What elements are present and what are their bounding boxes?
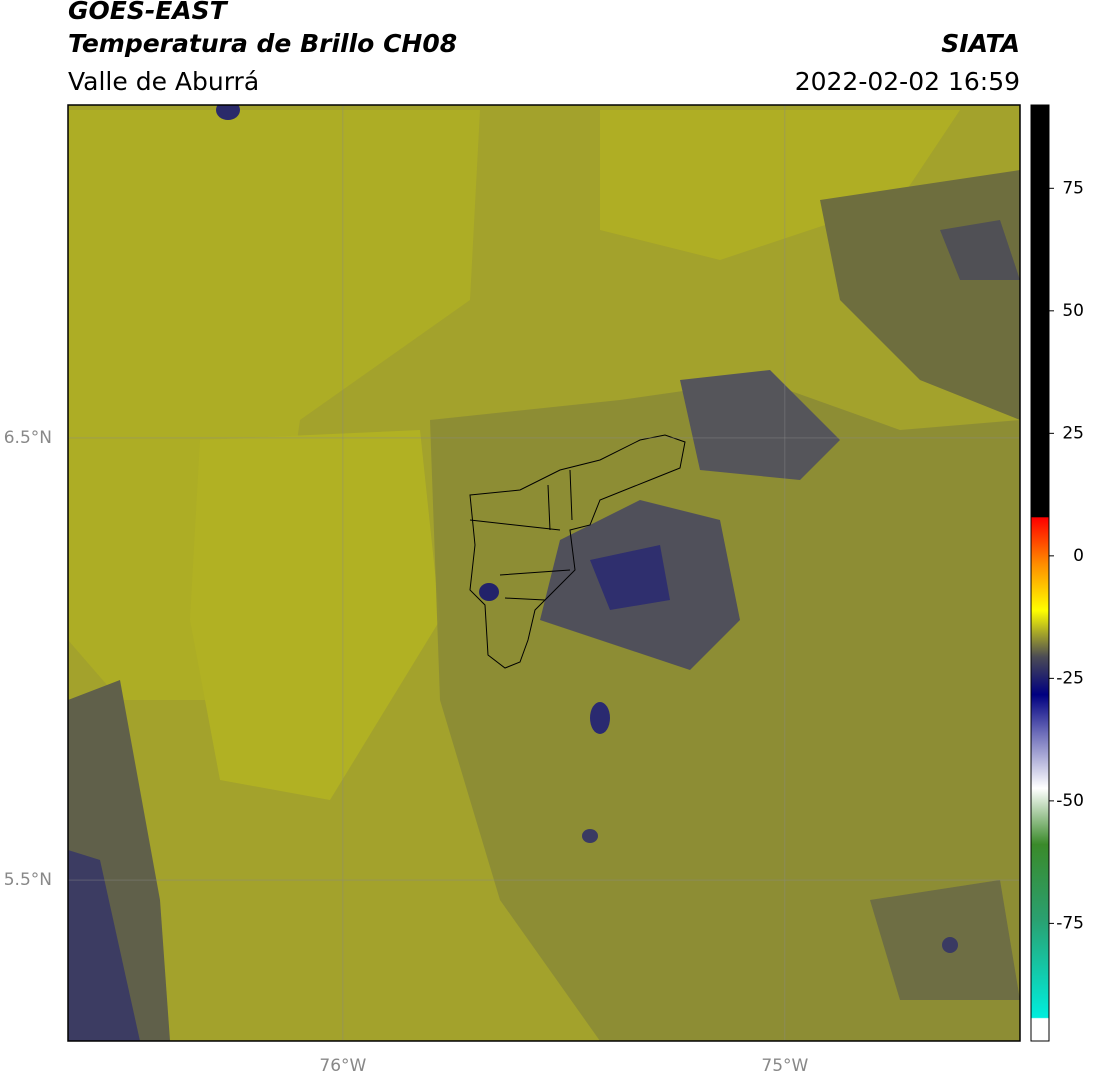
map-frame xyxy=(67,104,1021,1042)
title: GOES-EAST xyxy=(68,0,229,25)
graticule xyxy=(68,105,1020,1041)
municipal-boundaries xyxy=(469,434,686,669)
colorbar xyxy=(1030,104,1050,1042)
satellite-image xyxy=(68,105,1020,1041)
source: SIATA xyxy=(941,29,1020,58)
colorbar-tick-label: 50 xyxy=(1062,301,1084,321)
colorbar-tick-label: -75 xyxy=(1056,913,1084,933)
region: Valle de Aburrá xyxy=(68,67,259,96)
lat-label: 5.5°N xyxy=(4,870,52,890)
colorbar-tick-label: 0 xyxy=(1073,546,1084,566)
colorbar-tick-label: 25 xyxy=(1062,423,1084,443)
lon-label: 75°W xyxy=(761,1056,808,1076)
colorbar-tick-label: 75 xyxy=(1062,178,1084,198)
lat-label: 6.5°N xyxy=(4,428,52,448)
subtitle: Temperatura de Brillo CH08 xyxy=(68,29,457,58)
lon-label: 76°W xyxy=(319,1056,366,1076)
colorbar-tick-label: -25 xyxy=(1056,668,1084,688)
timestamp: 2022-02-02 16:59 xyxy=(795,67,1020,96)
colorbar-tick-label: -50 xyxy=(1056,791,1084,811)
